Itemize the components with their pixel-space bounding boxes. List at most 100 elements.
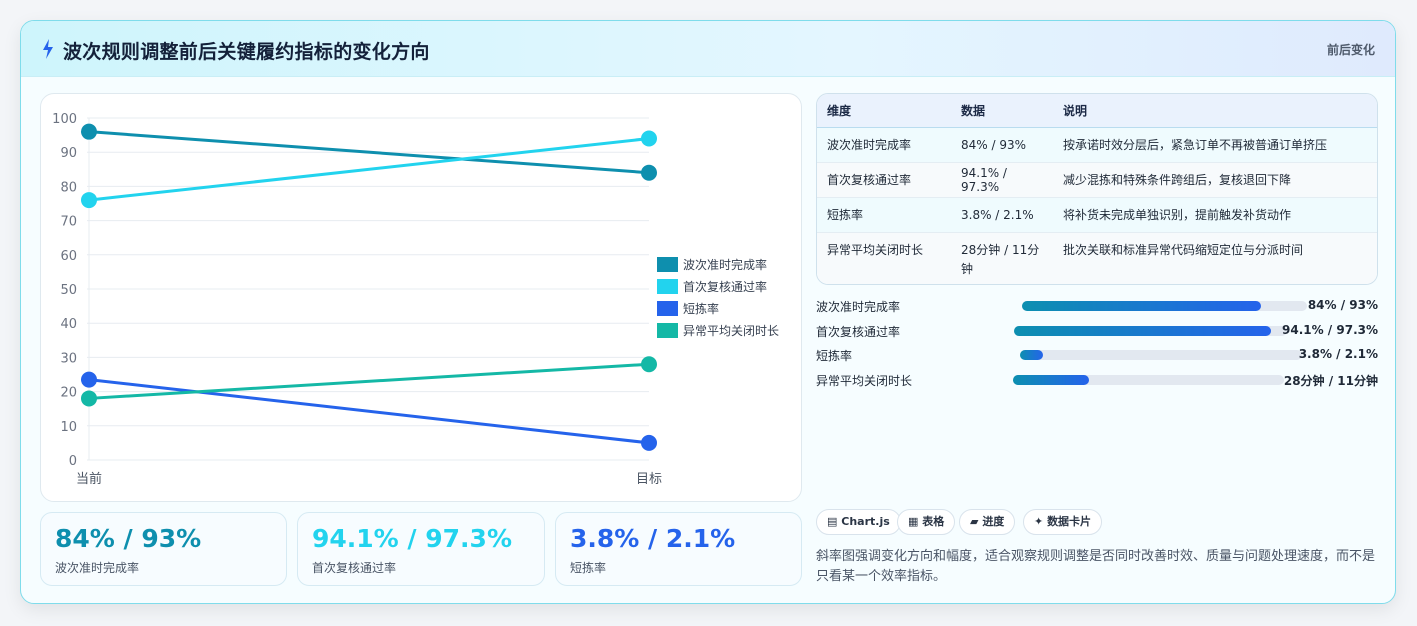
header-tag: 前后变化	[1326, 43, 1375, 57]
chart-icon: ▤	[827, 515, 838, 528]
table-row: 波次准时完成率 84% / 93% 按承诺时效分层后，紧急订单不再被普通订单挤压	[817, 127, 1377, 163]
progress-track	[1013, 375, 1284, 386]
y-tick-label: 90	[60, 146, 77, 161]
y-tick-label: 40	[60, 317, 77, 332]
legend-swatch	[657, 323, 678, 338]
data-point	[641, 356, 657, 373]
metrics-card: 波次规则调整前后关键履约指标的变化方向 前后变化 0 10 20 30 40 50 60 70…	[20, 20, 1396, 604]
metrics-table: 维度 数据 说明 波次准时完成率 84% / 93% 按承诺时效分层后，紧急订单…	[816, 93, 1378, 285]
card-header: 波次规则调整前后关键履约指标的变化方向 前后变化	[21, 21, 1395, 77]
table-cell: 短拣率	[817, 197, 951, 233]
chip-label: 进度	[982, 515, 1005, 528]
table-cell: 批次关联和标准异常代码缩短定位与分派时间	[1053, 232, 1377, 284]
table-icon: ▦	[908, 515, 919, 528]
table-row: 首次复核通过率 94.1% / 97.3% 减少混拣和特殊条件跨组后，复核退回下…	[817, 162, 1377, 198]
kpi-label: 首次复核通过率	[312, 561, 397, 575]
progress-label: 波次准时完成率	[816, 300, 901, 314]
y-tick-label: 70	[60, 215, 77, 230]
legend-label: 短拣率	[683, 301, 719, 316]
kpi-label: 短拣率	[570, 561, 607, 575]
chip-table[interactable]: ▦ 表格	[897, 509, 956, 535]
table-cell: 按承诺时效分层后，紧急订单不再被普通订单挤压	[1053, 127, 1377, 163]
progress-row: 异常平均关闭时长 28分钟 / 11分钟	[816, 369, 1378, 394]
progress-value: 3.8% / 2.1%	[1298, 347, 1378, 362]
progress-label: 短拣率	[816, 349, 853, 364]
legend-label: 异常平均关闭时长	[683, 324, 779, 338]
series-line	[88, 130, 650, 175]
data-point	[641, 130, 657, 147]
progress-row: 首次复核通过率 94.1% / 97.3%	[816, 320, 1378, 345]
progress-list: 波次准时完成率 84% / 93% 首次复核通过率 94.1% / 97.3% …	[816, 295, 1378, 394]
chip-progress[interactable]: ▰ 进度	[959, 509, 1016, 535]
progress-row: 波次准时完成率 84% / 93%	[816, 295, 1378, 320]
chip-data-cards[interactable]: ✦ 数据卡片	[1023, 509, 1103, 535]
y-tick-label: 10	[60, 420, 77, 435]
legend-label: 波次准时完成率	[683, 257, 767, 272]
series-line	[88, 378, 650, 445]
y-tick-label: 50	[60, 283, 77, 298]
data-point	[81, 123, 97, 140]
progress-row: 短拣率 3.8% / 2.1%	[816, 344, 1378, 369]
table-row: 异常平均关闭时长 28分钟 / 11分钟 批次关联和标准异常代码缩短定位与分派时…	[817, 232, 1377, 284]
sparkle-icon: ✦	[1034, 515, 1044, 528]
progress-track	[1022, 301, 1307, 311]
data-point	[81, 390, 97, 407]
progress-fill	[1022, 301, 1262, 311]
chip-chartjs[interactable]: ▤ Chart.js	[816, 509, 901, 535]
y-tick-label: 80	[60, 180, 77, 195]
legend-swatch	[657, 301, 678, 316]
legend-label: 首次复核通过率	[683, 279, 767, 294]
kpi-card-ontime: 84% / 93% 波次准时完成率	[40, 512, 287, 586]
column-header: 说明	[1053, 94, 1377, 128]
progress-value: 84% / 93%	[1307, 298, 1378, 312]
column-header: 数据	[951, 94, 1053, 128]
legend-swatch	[657, 279, 678, 294]
y-tick-label: 30	[60, 351, 77, 366]
table-row: 短拣率 3.8% / 2.1% 将补货未完成单独识别，提前触发补货动作	[817, 197, 1377, 233]
table-cell: 3.8% / 2.1%	[951, 197, 1053, 233]
page-title: 波次规则调整前后关键履约指标的变化方向	[63, 41, 430, 63]
lightning-icon	[43, 39, 53, 59]
kpi-card-short-pick: 3.8% / 2.1% 短拣率	[555, 512, 802, 586]
y-tick-label: 100	[52, 112, 77, 127]
kpi-value: 84% / 93%	[55, 524, 202, 553]
data-point	[81, 371, 97, 388]
kpi-value: 94.1% / 97.3%	[312, 524, 512, 553]
column-header: 维度	[817, 94, 951, 128]
progress-value: 28分钟 / 11分钟	[1283, 374, 1378, 389]
kpi-card-first-pass: 94.1% / 97.3% 首次复核通过率	[297, 512, 545, 586]
chip-label: Chart.js	[841, 515, 890, 528]
chip-label: 表格	[922, 515, 945, 528]
y-tick-label: 20	[60, 386, 77, 401]
table-header-row: 维度 数据 说明	[817, 94, 1377, 128]
table-cell: 94.1% / 97.3%	[951, 162, 1053, 198]
progress-fill	[1020, 350, 1043, 361]
progress-track	[1020, 350, 1302, 361]
series-line	[88, 362, 650, 400]
y-tick-label: 0	[69, 454, 77, 469]
table-cell: 将补货未完成单独识别，提前触发补货动作	[1053, 197, 1377, 233]
progress-label: 首次复核通过率	[816, 324, 901, 339]
progress-label: 异常平均关闭时长	[816, 374, 913, 389]
data-point	[641, 434, 657, 451]
data-point	[81, 192, 97, 209]
x-tick-label: 当前	[76, 471, 102, 487]
chip-label: 数据卡片	[1047, 515, 1092, 528]
progress-value: 94.1% / 97.3%	[1282, 322, 1378, 337]
table-cell: 84% / 93%	[951, 127, 1053, 163]
series-line	[88, 137, 650, 202]
progress-fill	[1013, 375, 1089, 386]
table-cell: 异常平均关闭时长	[817, 232, 951, 284]
legend-swatch	[657, 257, 678, 272]
table-cell: 波次准时完成率	[817, 127, 951, 163]
slope-chart-panel: 0 10 20 30 40 50 60 70 80 90 100 当前 目标 波次准时完成率 首次复核通过率…	[40, 93, 802, 502]
table-cell: 减少混拣和特殊条件跨组后，复核退回下降	[1053, 162, 1377, 198]
progress-icon: ▰	[970, 515, 979, 528]
y-tick-label: 60	[60, 249, 77, 264]
kpi-label: 波次准时完成率	[55, 561, 140, 575]
table-cell: 首次复核通过率	[817, 162, 951, 198]
progress-fill	[1014, 325, 1271, 336]
x-tick-label: 目标	[636, 472, 662, 487]
slope-chart: 0 10 20 30 40 50 60 70 80 90 100 当前 目标 波次准时完成率首次复核通过率…	[52, 112, 779, 487]
data-point	[641, 164, 657, 181]
